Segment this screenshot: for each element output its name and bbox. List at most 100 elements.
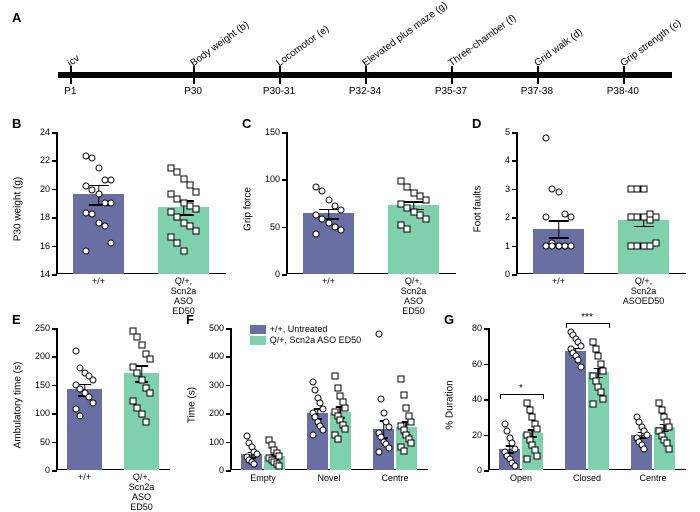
ytick-label: 400 <box>209 351 224 361</box>
data-point <box>422 216 429 223</box>
x-category-label: Q/+, Scn2a ASO ED50 <box>127 473 156 512</box>
chart-area: 0100200300400500EmptyNovelCentre+/+, Unt… <box>230 328 428 470</box>
data-point <box>138 411 145 418</box>
bar <box>158 207 209 274</box>
panel-label: B <box>12 116 21 131</box>
data-point <box>138 377 145 384</box>
data-point <box>524 456 531 463</box>
data-point <box>134 333 141 340</box>
data-point <box>543 214 550 221</box>
ytick-label: 100 <box>265 174 280 184</box>
data-point <box>404 225 411 232</box>
legend: +/+, UntreatedQ/+, Scn2a ASO ED50 <box>250 324 361 346</box>
ytick-label: 0 <box>219 465 224 475</box>
ytick-label: 0 <box>505 269 510 279</box>
data-point <box>561 242 568 249</box>
data-point <box>89 211 96 218</box>
bar <box>73 194 124 274</box>
data-point <box>577 342 584 349</box>
data-point <box>89 377 96 384</box>
data-point <box>600 367 607 374</box>
data-point <box>380 410 387 417</box>
data-point <box>567 242 574 249</box>
data-point <box>337 227 344 234</box>
data-point <box>89 154 96 161</box>
timeline-top-label: Grid walk (d) <box>532 27 584 69</box>
ytick-label: 22 <box>40 155 50 165</box>
ytick-label: 250 <box>35 323 50 333</box>
data-point <box>77 413 84 420</box>
data-point <box>408 440 415 447</box>
ytick-label: 50 <box>270 222 280 232</box>
data-point <box>334 384 341 391</box>
x-category-label: +/+ <box>322 277 335 287</box>
timeline-bottom-label: P30-31 <box>263 86 295 97</box>
significance-marker: *** <box>581 312 593 323</box>
ytick-label: 500 <box>209 323 224 333</box>
data-point <box>192 228 199 235</box>
x-category-label: Centre <box>639 473 666 483</box>
data-point <box>309 378 316 385</box>
data-point <box>107 200 114 207</box>
ytick-label: 200 <box>209 408 224 418</box>
data-point <box>504 427 511 434</box>
x-category-label: +/+ <box>552 277 565 287</box>
data-point <box>378 396 385 403</box>
data-point <box>643 431 650 438</box>
data-point <box>385 424 392 431</box>
data-point <box>658 406 665 413</box>
panel-label: E <box>12 312 21 327</box>
ytick-label: 20 <box>472 430 482 440</box>
data-point <box>652 214 659 221</box>
panel-label: C <box>242 116 251 131</box>
data-point <box>511 463 518 470</box>
row-2: EAmbulatory time (s)050100150200250+/+Q/… <box>8 310 692 500</box>
ytick-label: 300 <box>209 380 224 390</box>
data-point <box>180 248 187 255</box>
panel-e: EAmbulatory time (s)050100150200250+/+Q/… <box>8 310 176 500</box>
data-point <box>646 217 653 224</box>
panel-label: D <box>472 116 481 131</box>
data-point <box>656 399 663 406</box>
panel-g: G% Duration020406080OpenClosedCentre**** <box>440 310 692 500</box>
data-point <box>524 399 531 406</box>
data-point <box>309 431 316 438</box>
timeline-bottom-label: P37-38 <box>521 86 553 97</box>
data-point <box>73 347 80 354</box>
data-point <box>138 342 145 349</box>
data-point <box>312 387 319 394</box>
x-category-label: Q/+, Scn2a ASOED50 <box>622 277 665 307</box>
panel-a: A icvP1Body weight (b)P30Locomotor (e)P3… <box>8 8 692 108</box>
data-point <box>332 373 339 380</box>
figure: A icvP1Body weight (b)P30Locomotor (e)P3… <box>8 8 692 500</box>
data-point <box>575 356 582 363</box>
timeline-bottom-label: P1 <box>64 86 76 97</box>
data-point <box>590 339 597 346</box>
data-point <box>529 413 536 420</box>
data-point <box>334 435 341 442</box>
data-point <box>640 185 647 192</box>
panel-d: DFoot faults012345+/+Q/+, Scn2a ASOED50 <box>468 114 692 304</box>
y-axis-title: P30 weight (g) <box>13 177 24 241</box>
ytick-label: 24 <box>40 127 50 137</box>
data-point <box>543 134 550 141</box>
data-point <box>534 426 541 433</box>
data-point <box>641 445 648 452</box>
data-point <box>342 404 349 411</box>
ytick-label: 0 <box>45 465 50 475</box>
data-point <box>526 406 533 413</box>
data-point <box>313 231 320 238</box>
data-point <box>251 461 258 468</box>
chart-area: 020406080OpenClosedCentre**** <box>488 328 686 470</box>
y-axis-title: Ambulatory time (s) <box>13 362 24 449</box>
y-axis-title: % Duration <box>445 380 456 429</box>
timeline-top-label: Grip strength (c) <box>618 18 683 69</box>
data-point <box>592 346 599 353</box>
timeline-top-label: icv <box>66 53 82 69</box>
ytick-label: 0 <box>477 465 482 475</box>
ytick-label: 100 <box>209 437 224 447</box>
data-point <box>666 445 673 452</box>
ytick-label: 16 <box>40 241 50 251</box>
data-point <box>400 391 407 398</box>
data-point <box>186 181 193 188</box>
